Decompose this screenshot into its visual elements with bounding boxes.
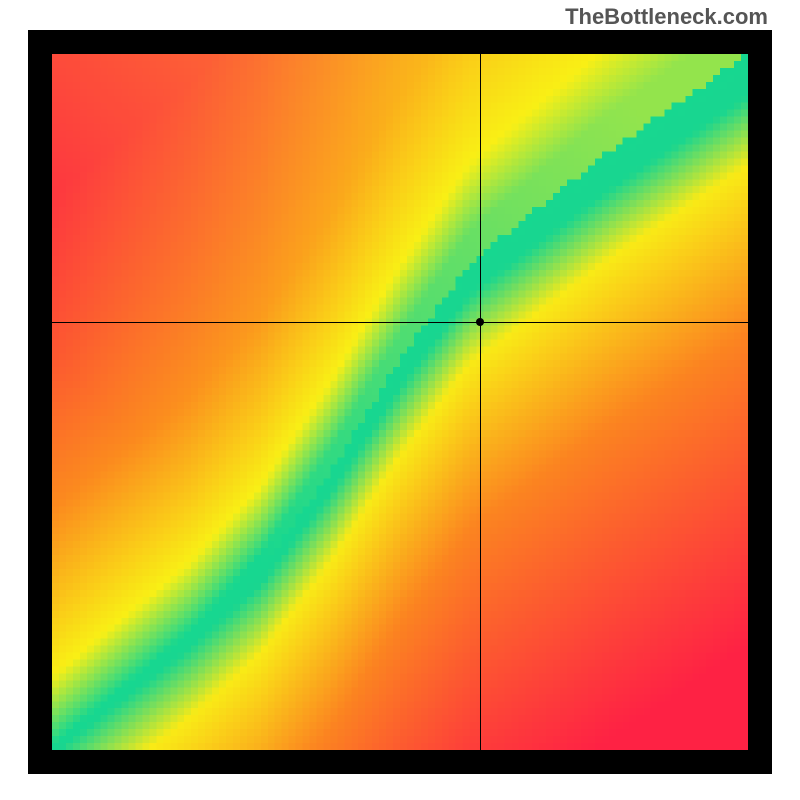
plot-area	[52, 54, 748, 750]
watermark-text: TheBottleneck.com	[565, 4, 768, 30]
crosshair-vertical	[480, 54, 481, 750]
crosshair-horizontal	[52, 322, 748, 323]
marker-dot	[476, 318, 484, 326]
chart-frame	[28, 30, 772, 774]
heatmap-canvas	[52, 54, 748, 750]
chart-container: TheBottleneck.com	[0, 0, 800, 800]
